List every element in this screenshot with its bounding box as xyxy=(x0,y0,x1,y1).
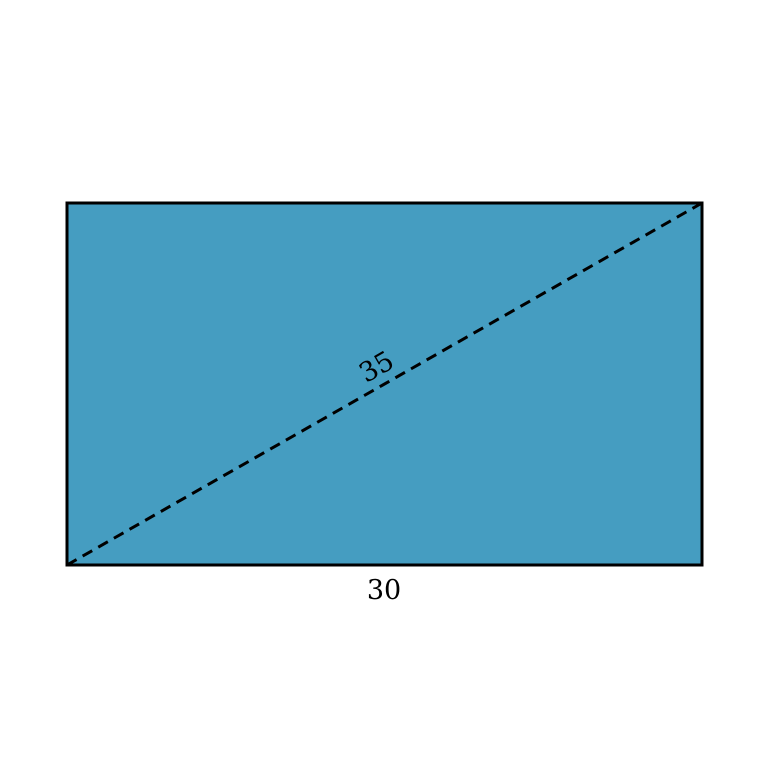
diagonal-line xyxy=(66,201,703,567)
base-length-label: 30 xyxy=(367,575,401,606)
